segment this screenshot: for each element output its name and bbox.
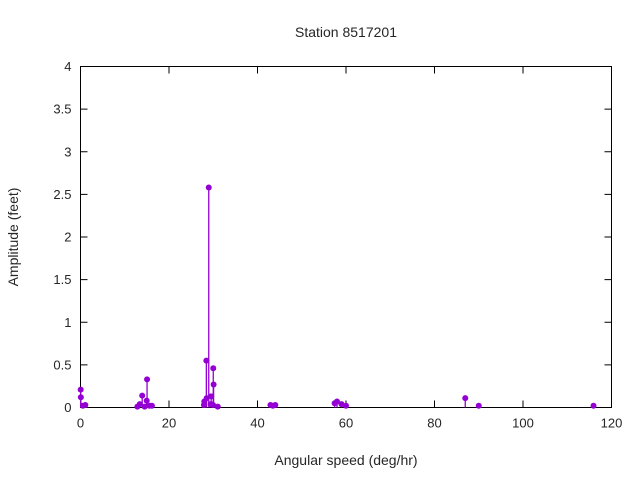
- x-tick-label: 40: [250, 416, 264, 431]
- x-tick-label: 20: [162, 416, 176, 431]
- data-point: [338, 401, 345, 408]
- y-tick-label: 4: [64, 59, 71, 74]
- data-point: [205, 184, 212, 191]
- data-point: [203, 357, 210, 364]
- data-point: [462, 395, 469, 402]
- y-tick-label: 0.5: [53, 357, 71, 372]
- x-tick-label: 0: [77, 416, 84, 431]
- x-axis-label: Angular speed (deg/hr): [274, 452, 418, 468]
- x-tick-label: 60: [339, 416, 353, 431]
- data-point: [136, 401, 143, 408]
- y-tick-label: 1.5: [53, 272, 71, 287]
- data-point: [82, 401, 89, 408]
- data-point: [590, 402, 597, 409]
- data-point: [475, 402, 482, 409]
- x-tick-label: 120: [601, 416, 623, 431]
- data-point: [210, 365, 217, 372]
- y-tick-label: 1: [64, 315, 71, 330]
- y-tick-label: 2: [64, 230, 71, 245]
- data-point: [144, 376, 151, 383]
- data-point: [77, 386, 84, 393]
- chart-title: Station 8517201: [295, 24, 397, 40]
- data-point: [148, 402, 155, 409]
- x-tick-label: 80: [427, 416, 441, 431]
- x-tick-label: 100: [512, 416, 534, 431]
- y-tick-label: 3: [64, 144, 71, 159]
- data-point: [210, 381, 217, 388]
- data-point: [77, 394, 84, 401]
- data-point: [214, 403, 221, 410]
- data-point: [139, 392, 146, 399]
- y-tick-label: 3.5: [53, 102, 71, 117]
- y-tick-label: 0: [64, 400, 71, 415]
- plot-border: [80, 66, 612, 408]
- data-point: [334, 398, 341, 405]
- data-point: [272, 401, 279, 408]
- y-tick-label: 2.5: [53, 187, 71, 202]
- data-point: [343, 402, 349, 409]
